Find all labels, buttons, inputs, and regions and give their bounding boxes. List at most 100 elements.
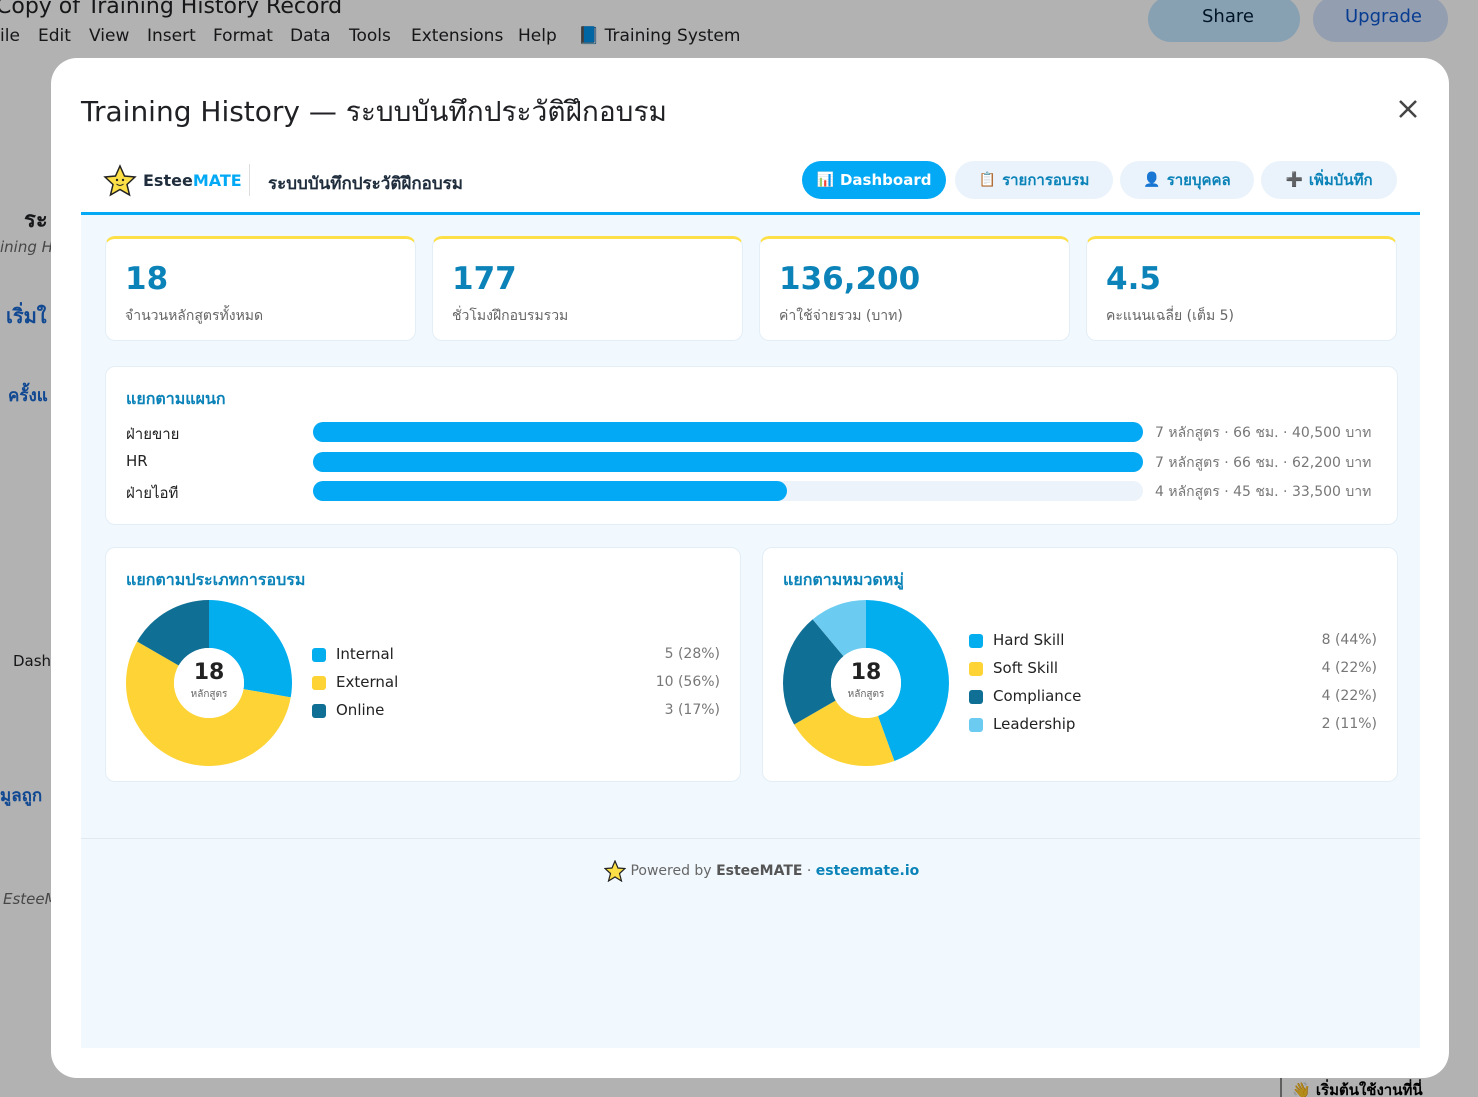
- help-label: เริ่มต้นใช้งานที่นี่: [1315, 1081, 1423, 1097]
- app-header: EsteeMATE ระบบบันทึกประวัติฝึกอบรม 📊 Dash…: [81, 150, 1420, 215]
- legend-value: 8 (44%): [1321, 632, 1377, 648]
- footer: Powered by EsteeMATE · esteemate.io: [603, 859, 920, 883]
- legend-swatch: [969, 662, 983, 676]
- sidebar-text: Dash: [13, 652, 52, 670]
- menu-item[interactable]: Format: [213, 26, 273, 46]
- donut-center-label: หลักสูตร: [191, 689, 228, 700]
- sidebar-text: ining H: [0, 238, 53, 256]
- legend-swatch: [312, 704, 326, 718]
- legend-swatch: [969, 634, 983, 648]
- pie-card: แยกตามประเภทการอบรม 18 หลักสูตร Internal 5 …: [105, 547, 741, 782]
- app: EsteeMATE ระบบบันทึกประวัติฝึกอบรม 📊 Dash…: [81, 150, 1420, 1048]
- donut-slice: [783, 619, 844, 725]
- tab-icon: 📋: [978, 172, 997, 188]
- tab[interactable]: 👤 รายบุคคล: [1120, 161, 1254, 199]
- legend-label: External: [336, 673, 399, 691]
- donut-slice: [794, 700, 895, 766]
- kpi-label: ค่าใช้จ่ายรวม (บาท): [779, 308, 903, 324]
- tab-icon: 📊: [816, 172, 834, 188]
- tab[interactable]: 📊 Dashboard: [802, 161, 946, 199]
- sidebar-text: ครั้งแ: [8, 386, 48, 406]
- legend-swatch: [969, 718, 983, 732]
- kpi-card: 177 ชั่วโมงฝึกอบรมรวม: [432, 236, 743, 341]
- footer-divider: [81, 838, 1420, 839]
- kpi-card: 136,200 ค่าใช้จ่ายรวม (บาท): [759, 236, 1070, 341]
- logo-star: [103, 164, 137, 197]
- department-detail: 7 หลักสูตร · 66 ชม. · 40,500 บาท: [1155, 425, 1372, 441]
- kpi-value: 136,200: [779, 261, 921, 297]
- donut-hole: [174, 648, 244, 718]
- donut-center-value: 18: [851, 660, 882, 685]
- tab-icon: ➕: [1285, 172, 1303, 188]
- kpi-card: 4.5 คะแนนเฉลี่ย (เต็ม 5): [1086, 236, 1397, 341]
- upgrade-button[interactable]: Upgrade: [1313, 0, 1448, 42]
- legend-value: 5 (28%): [664, 646, 720, 662]
- menu-item[interactable]: Extensions: [411, 26, 504, 46]
- legend-label: Hard Skill: [993, 631, 1065, 649]
- sidebar-text: ระ: [24, 208, 48, 233]
- menu-item[interactable]: Insert: [147, 26, 196, 46]
- legend-swatch: [312, 676, 326, 690]
- footer-text: Powered by: [630, 863, 712, 879]
- donut-chart: 18 หลักสูตร: [126, 600, 292, 766]
- menu-item[interactable]: Tools: [349, 26, 391, 46]
- kpi-value: 18: [125, 261, 169, 297]
- legend-label: Internal: [336, 645, 394, 663]
- card-title: แยกตามแผนก: [126, 389, 226, 408]
- divider: [249, 164, 250, 196]
- tab[interactable]: ➕ เพิ่มบันทึก: [1261, 161, 1397, 199]
- brand: EsteeMATE: [143, 171, 242, 190]
- app-subtitle: ระบบบันทึกประวัติฝึกอบรม: [268, 174, 463, 194]
- sidebar-text: มูลถูก: [0, 786, 43, 806]
- legend-value: 3 (17%): [664, 702, 720, 718]
- department-name: HR: [126, 451, 148, 470]
- donut-slice: [812, 600, 866, 657]
- card-title: แยกตามหมวดหมู่: [783, 570, 904, 589]
- menu-label: Training System: [604, 26, 741, 46]
- bar: [313, 422, 1143, 442]
- menu-item[interactable]: View: [89, 26, 130, 46]
- upgrade-label: Upgrade: [1345, 6, 1422, 27]
- sidebar-text: EsteeM: [3, 890, 58, 908]
- kpi-card: 18 จำนวนหลักสูตรทั้งหมด: [105, 236, 416, 341]
- menu-item[interactable]: 📘 Training System: [578, 26, 741, 46]
- share-button[interactable]: Share: [1148, 0, 1300, 42]
- menu-item[interactable]: Edit: [38, 26, 71, 46]
- menu-item[interactable]: Data: [290, 26, 331, 46]
- dialog-title: Training History — ระบบบันทึกประวัติฝึกอ…: [81, 95, 667, 128]
- kpi-label: คะแนนเฉลี่ย (เต็ม 5): [1106, 308, 1234, 324]
- help-link[interactable]: 👋 เริ่มต้นใช้งานที่นี่: [1280, 1074, 1478, 1097]
- footer-link[interactable]: esteemate.io: [815, 863, 920, 879]
- sidebar-text: เริ่มใ: [6, 304, 47, 328]
- footer-star: [603, 859, 627, 883]
- kpi-value: 4.5: [1106, 261, 1161, 297]
- kpi-label: จำนวนหลักสูตรทั้งหมด: [125, 308, 264, 324]
- bar-track: [313, 481, 1143, 501]
- legend-label: Online: [336, 701, 385, 719]
- legend-label: Soft Skill: [993, 659, 1059, 677]
- tab[interactable]: 📋 รายการอบรม: [955, 161, 1113, 199]
- tab-label: รายการอบรม: [1002, 171, 1090, 189]
- card-title: แยกตามประเภทการอบรม: [126, 570, 306, 589]
- donut-center-label: หลักสูตร: [848, 689, 885, 700]
- department-name: ฝ่ายขาย: [126, 425, 180, 443]
- close-button[interactable]: [1397, 98, 1419, 120]
- menu-item[interactable]: Help: [518, 26, 557, 46]
- tab-icon: 👤: [1143, 172, 1161, 188]
- brand-part: Estee: [143, 171, 193, 190]
- donut-slice: [866, 600, 949, 761]
- legend-swatch: [312, 648, 326, 662]
- donut-slice: [137, 600, 209, 666]
- legend-value: 2 (11%): [1321, 716, 1377, 732]
- donut-slice: [126, 641, 291, 766]
- brand-part: MATE: [192, 171, 242, 190]
- tab-label: เพิ่มบันทึก: [1308, 171, 1373, 189]
- bar: [313, 451, 1143, 472]
- menu-item[interactable]: ile: [0, 26, 20, 46]
- legend-value: 4 (22%): [1321, 660, 1377, 676]
- tab-label: Dashboard: [839, 171, 932, 189]
- bar-track: [313, 451, 1143, 472]
- kpi-label: ชั่วโมงฝึกอบรมรวม: [452, 308, 569, 324]
- donut-hole: [831, 648, 901, 718]
